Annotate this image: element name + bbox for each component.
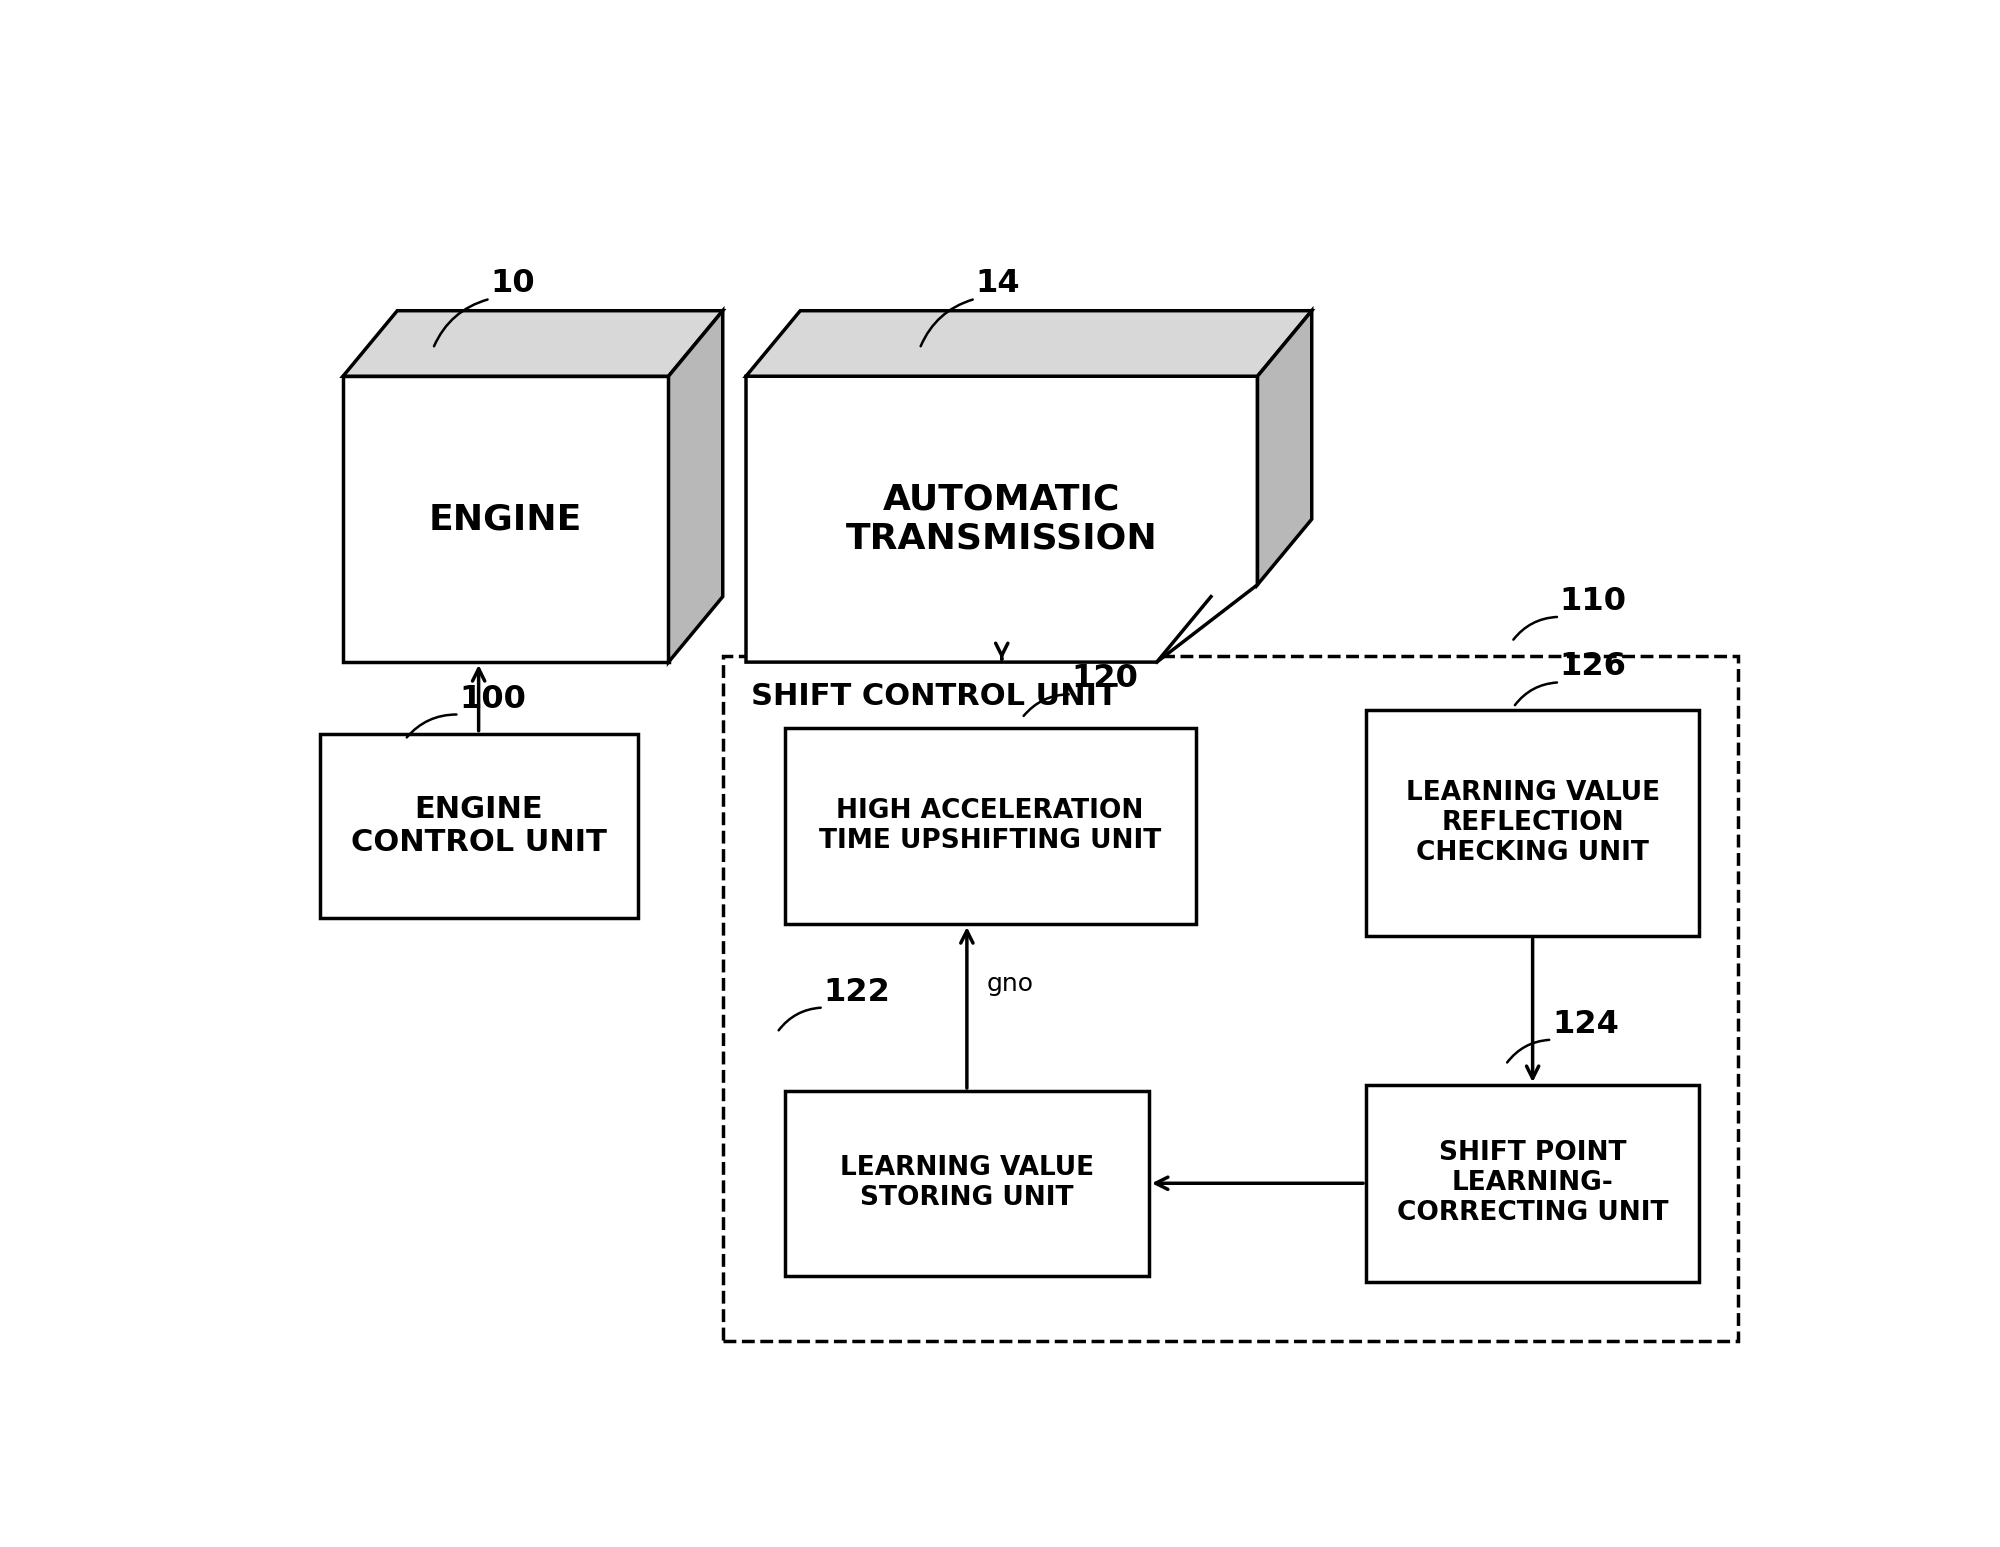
Text: 10: 10 xyxy=(490,268,534,299)
Bar xyxy=(784,1091,1148,1276)
Polygon shape xyxy=(746,311,1312,376)
Bar xyxy=(344,376,668,662)
Bar xyxy=(722,656,1738,1341)
Text: 14: 14 xyxy=(976,268,1020,299)
Text: gno: gno xyxy=(988,972,1034,996)
Text: 120: 120 xyxy=(1072,664,1138,695)
Polygon shape xyxy=(1258,311,1312,585)
Text: LEARNING VALUE
REFLECTION
CHECKING UNIT: LEARNING VALUE REFLECTION CHECKING UNIT xyxy=(1406,780,1660,866)
Text: 100: 100 xyxy=(460,684,526,715)
Polygon shape xyxy=(746,376,1258,662)
Text: 122: 122 xyxy=(824,976,890,1007)
Text: SHIFT CONTROL UNIT: SHIFT CONTROL UNIT xyxy=(750,682,1118,712)
Polygon shape xyxy=(344,311,722,376)
Text: ENGINE
CONTROL UNIT: ENGINE CONTROL UNIT xyxy=(350,795,606,857)
Text: 126: 126 xyxy=(1560,651,1626,682)
Text: SHIFT POINT
LEARNING-
CORRECTING UNIT: SHIFT POINT LEARNING- CORRECTING UNIT xyxy=(1396,1140,1668,1227)
Text: 110: 110 xyxy=(1560,586,1626,617)
Bar xyxy=(1366,1084,1700,1281)
Text: LEARNING VALUE
STORING UNIT: LEARNING VALUE STORING UNIT xyxy=(840,1156,1094,1211)
Text: AUTOMATIC
TRANSMISSION: AUTOMATIC TRANSMISSION xyxy=(846,483,1158,555)
Bar xyxy=(320,733,638,919)
Text: ENGINE: ENGINE xyxy=(430,503,582,537)
Text: 124: 124 xyxy=(1552,1009,1618,1040)
Bar xyxy=(784,727,1196,924)
Bar xyxy=(1366,710,1700,936)
Polygon shape xyxy=(668,311,722,662)
Text: HIGH ACCELERATION
TIME UPSHIFTING UNIT: HIGH ACCELERATION TIME UPSHIFTING UNIT xyxy=(820,798,1162,854)
